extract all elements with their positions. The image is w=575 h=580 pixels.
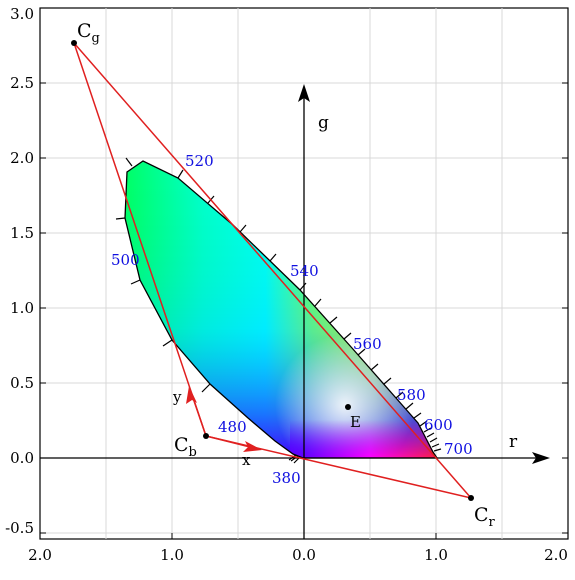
wavelength-label-560: 560 <box>353 335 382 353</box>
y-tick-label: 2.5 <box>10 74 34 92</box>
cg-point <box>71 40 77 46</box>
cr-point <box>468 495 474 501</box>
cb-label: Cb <box>174 434 197 460</box>
cr-label: Cr <box>474 504 496 530</box>
y-tick-label: 3.0 <box>10 5 34 23</box>
y-tick-label: 2.0 <box>10 149 34 167</box>
r-axis-label: r <box>509 432 518 452</box>
g-axis <box>298 84 310 539</box>
white-point-label: E <box>350 413 361 431</box>
x-tick-label: 0.0 <box>292 546 316 564</box>
cb-point <box>203 433 209 439</box>
r-axis <box>40 452 550 464</box>
y-vector <box>186 386 207 437</box>
x-vector <box>205 435 262 452</box>
wavelength-label-540: 540 <box>290 262 319 280</box>
x-tick-labels: 2.0 1.0 0.0 1.0 2.0 <box>28 546 568 564</box>
wavelength-labels: 380 480 500 520 540 560 580 600 700 <box>111 152 473 487</box>
wavelength-label-480: 480 <box>218 418 247 436</box>
x-tick-label: 2.0 <box>544 546 568 564</box>
y-tick-label: 0.5 <box>10 374 34 392</box>
y-vector-label: y <box>172 388 182 406</box>
y-tick-label: 1.5 <box>10 224 34 242</box>
g-axis-label: g <box>318 113 329 133</box>
wavelength-label-580: 580 <box>397 386 426 404</box>
x-vector-label: x <box>242 451 251 469</box>
y-tick-label: 0.0 <box>10 449 34 467</box>
primaries-triangle <box>73 42 474 500</box>
x-tick-label: 1.0 <box>160 546 184 564</box>
wavelength-label-500: 500 <box>111 251 140 269</box>
x-tick-label: 2.0 <box>28 546 52 564</box>
wavelength-label-600: 600 <box>424 416 453 434</box>
cg-label: Cg <box>77 20 100 46</box>
y-tick-labels: 3.0 2.5 2.0 1.5 1.0 0.5 0.0 -0.5 <box>5 5 34 537</box>
y-tick-label: -0.5 <box>5 519 34 537</box>
spectral-locus-outline <box>124 160 439 459</box>
wavelength-label-520: 520 <box>185 152 214 170</box>
e-point <box>345 404 351 410</box>
y-tick-label: 1.0 <box>10 299 34 317</box>
x-tick-label: 1.0 <box>424 546 448 564</box>
wavelength-label-380: 380 <box>272 469 301 487</box>
wavelength-label-700: 700 <box>444 440 473 458</box>
